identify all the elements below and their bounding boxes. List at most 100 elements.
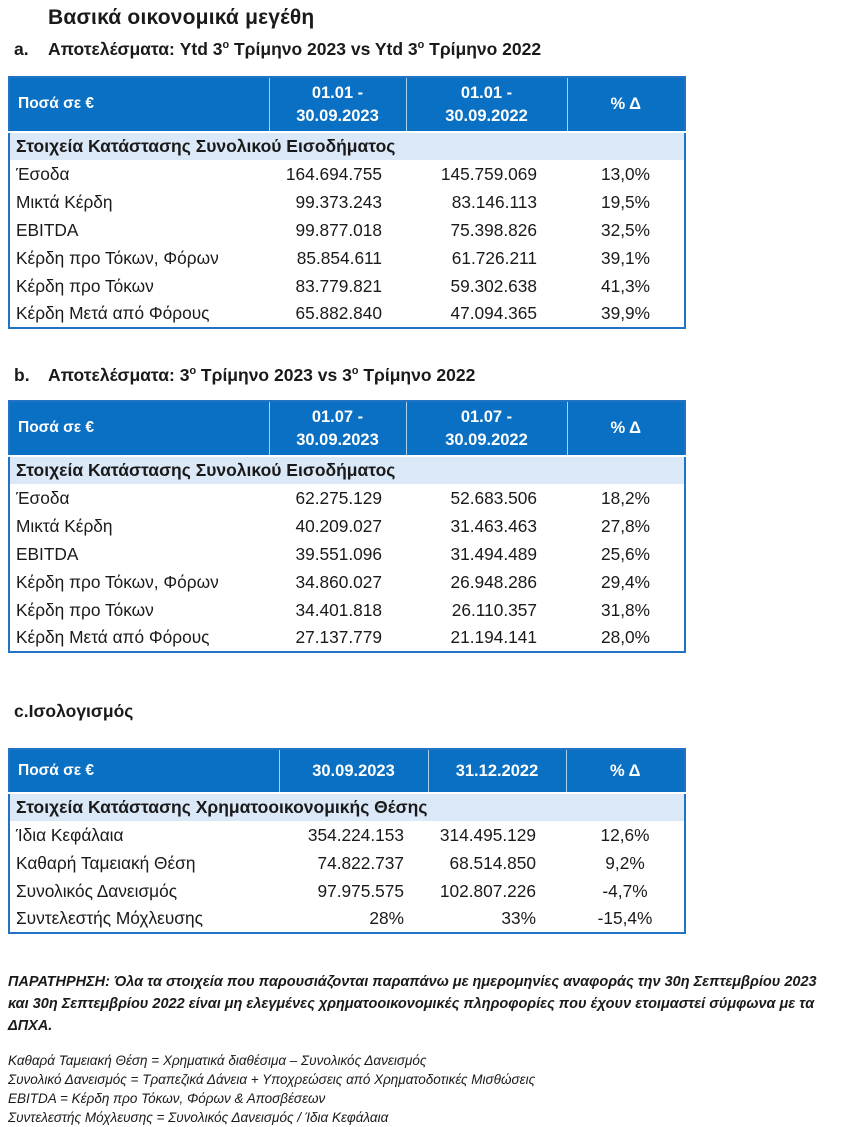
delta-value: 31,8% <box>600 599 650 620</box>
delta-value: 39,9% <box>600 303 650 323</box>
delta-value: 29,4% <box>600 571 650 592</box>
section-a-marker: a. <box>14 39 29 59</box>
row-label: Καθαρή Ταμειακή Θέση <box>16 852 196 873</box>
value-2022: 33% <box>501 908 536 928</box>
value-2022: 75.398.826 <box>450 219 538 240</box>
row-label: Κέρδη προ Τόκων <box>16 599 154 620</box>
delta-value: 9,2% <box>605 852 645 873</box>
balance-sheet-table: Ποσά σε € 30.09.2023 31.12.2022 % Δ Στοι… <box>8 748 686 934</box>
table-header-row: Ποσά σε € 01.07 - 30.09.2023 01.07 - 30.… <box>9 401 685 457</box>
delta-value: -15,4% <box>597 908 653 928</box>
table-row: Ίδια Κεφάλαια 354.224.153 314.495.129 12,6% <box>9 821 685 849</box>
value-2023: 99.877.018 <box>295 219 383 240</box>
table-row: Κέρδη προ Τόκων, Φόρων 85.854.611 61.726.2… <box>9 244 685 272</box>
value-2022: 47.094.365 <box>450 303 538 323</box>
row-label: Μικτά Κέρδη <box>16 515 113 536</box>
ordinal-superscript: ο <box>417 39 425 52</box>
row-label: Ίδια Κεφάλαια <box>16 824 124 845</box>
value-2022: 26.948.286 <box>450 571 538 592</box>
value-2022: 61.726.211 <box>451 247 537 268</box>
value-2023: 85.854.611 <box>296 247 382 268</box>
table-row: Κέρδη Μετά από Φόρους 27.137.779 21.194.14… <box>9 624 685 652</box>
column-header-date-2023: 30.09.2023 <box>279 749 429 794</box>
table-row: Κέρδη προ Τόκων, Φόρων 34.860.027 26.948.2… <box>9 568 685 596</box>
definition-line: Καθαρά Ταμειακή Θέση = Χρηματικά διαθέσι… <box>8 1053 427 1069</box>
row-label: Έσοδα <box>16 487 70 508</box>
value-2022: 83.146.113 <box>451 191 537 212</box>
value-2022: 52.683.506 <box>450 487 538 508</box>
band-label: Στοιχεία Κατάστασης Συνολικού Εισοδήματο… <box>9 456 685 484</box>
column-header-period-2023: 01.07 - 30.09.2023 <box>269 401 407 457</box>
value-2023: 39.551.096 <box>295 543 383 564</box>
row-label: Κέρδη προ Τόκων, Φόρων <box>16 571 219 592</box>
value-2023: 354.224.153 <box>307 824 404 845</box>
page-title: Βασικά οικονομικά μεγέθη <box>48 6 315 29</box>
table-row: Συνολικός Δανεισμός 97.975.575 102.807.226… <box>9 877 685 905</box>
row-label: Έσοδα <box>16 163 70 184</box>
table-row: Καθαρή Ταμειακή Θέση 74.822.737 68.514.850… <box>9 849 685 877</box>
row-label: EBITDA <box>16 219 79 240</box>
table-row: Μικτά Κέρδη 99.373.243 83.146.113 19,5% <box>9 188 685 216</box>
row-label: Συντελεστής Μόχλευσης <box>16 908 203 928</box>
delta-value: 13,0% <box>600 163 650 184</box>
delta-value: -4,7% <box>602 880 648 901</box>
value-2023: 164.694.755 <box>285 163 382 184</box>
value-2023: 83.779.821 <box>295 275 383 296</box>
value-2022: 59.302.638 <box>450 275 538 296</box>
row-label: Μικτά Κέρδη <box>16 191 113 212</box>
value-2022: 21.194.141 <box>450 627 538 647</box>
ordinal-superscript: ο <box>351 365 359 378</box>
delta-value: 12,6% <box>600 824 650 845</box>
ordinal-superscript: ο <box>222 39 230 52</box>
delta-value: 19,5% <box>600 191 650 212</box>
value-2022: 26.110.357 <box>451 599 537 620</box>
value-2023: 28% <box>369 908 404 928</box>
section-band: Στοιχεία Κατάστασης Συνολικού Εισοδήματο… <box>9 132 685 160</box>
table-row: Μικτά Κέρδη 40.209.027 31.463.463 27,8% <box>9 512 685 540</box>
column-header-amounts: Ποσά σε € <box>9 77 270 133</box>
row-label: Κέρδη Μετά από Φόρους <box>16 627 210 647</box>
column-header-period-2022: 01.01 - 30.09.2022 <box>406 77 568 133</box>
delta-value: 25,6% <box>600 543 650 564</box>
table-header-row: Ποσά σε € 01.01 - 30.09.2023 01.01 - 30.… <box>9 77 685 133</box>
row-label: EBITDA <box>16 543 79 564</box>
value-2023: 99.373.243 <box>295 191 383 212</box>
table-row: Κέρδη Μετά από Φόρους 65.882.840 47.094.36… <box>9 300 685 328</box>
column-header-delta: % Δ <box>567 77 685 133</box>
table-row: Κέρδη προ Τόκων 34.401.818 26.110.357 31,8% <box>9 596 685 624</box>
document-page: { "colors": { "header_bg": "#0a70c3", "b… <box>0 6 848 1125</box>
table-row: Κέρδη προ Τόκων 83.779.821 59.302.638 41,3% <box>9 272 685 300</box>
definition-line: EBITDA = Κέρδη προ Τόκων, Φόρων & Αποσβέ… <box>8 1091 326 1107</box>
remark-note: ΠΑΡΑΤΗΡΗΣΗ: Όλα τα στοιχεία που παρουσιά… <box>8 974 817 1034</box>
table-row: Συντελεστής Μόχλευσης 28% 33% -15,4% <box>9 905 685 933</box>
value-2022: 31.494.489 <box>450 543 538 564</box>
definition-line: Συνολικό Δανεισμός = Τραπεζικά Δάνεια + … <box>8 1072 536 1088</box>
section-b-marker: b. <box>14 365 30 385</box>
column-header-amounts: Ποσά σε € <box>9 749 280 794</box>
section-c-heading: c.Ισολογισμός <box>14 701 134 721</box>
table-row: Έσοδα 164.694.755 145.759.069 13,0% <box>9 160 685 188</box>
results-ytd-table: Ποσά σε € 01.01 - 30.09.2023 01.01 - 30.… <box>8 76 686 329</box>
delta-value: 27,8% <box>600 515 650 536</box>
ordinal-superscript: ο <box>189 365 197 378</box>
results-quarter-table: Ποσά σε € 01.07 - 30.09.2023 01.07 - 30.… <box>8 400 686 653</box>
delta-value: 41,3% <box>600 275 650 296</box>
delta-value: 39,1% <box>600 247 650 268</box>
column-header-amounts: Ποσά σε € <box>9 401 270 457</box>
value-2023: 27.137.779 <box>295 627 383 647</box>
section-band: Στοιχεία Κατάστασης Συνολικού Εισοδήματο… <box>9 456 685 484</box>
delta-value: 28,0% <box>600 627 650 647</box>
band-label: Στοιχεία Κατάστασης Συνολικού Εισοδήματο… <box>9 132 685 160</box>
definitions-block: Καθαρά Ταμειακή Θέση = Χρηματικά διαθέσι… <box>8 1051 848 1127</box>
section-b-heading-text: Αποτελέσματα: 3ο Τρίμηνο 2023 vs 3ο Τρίμ… <box>48 365 476 385</box>
table-row: EBITDA 39.551.096 31.494.489 25,6% <box>9 540 685 568</box>
value-2023: 74.822.737 <box>317 852 405 873</box>
row-label: Κέρδη προ Τόκων <box>16 275 154 296</box>
value-2022: 68.514.850 <box>449 852 537 873</box>
column-header-date-2022: 31.12.2022 <box>428 749 567 794</box>
column-header-period-2022: 01.07 - 30.09.2022 <box>406 401 568 457</box>
delta-value: 18,2% <box>600 487 650 508</box>
value-2023: 34.860.027 <box>295 571 383 592</box>
definition-line: Συντελεστής Μόχλευσης = Συνολικός Δανεισ… <box>8 1110 389 1126</box>
row-label: Κέρδη προ Τόκων, Φόρων <box>16 247 219 268</box>
